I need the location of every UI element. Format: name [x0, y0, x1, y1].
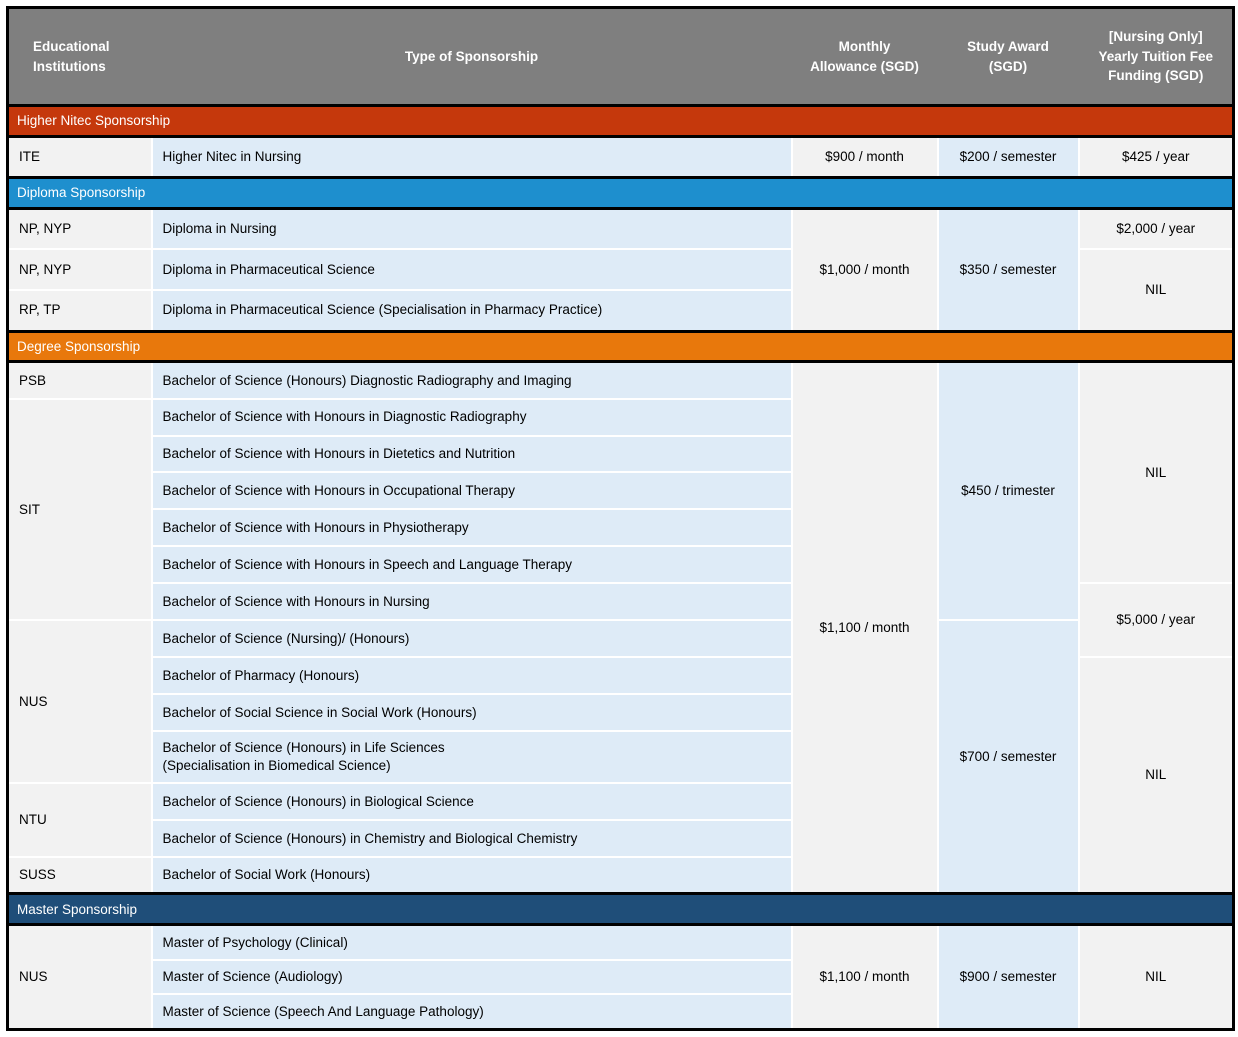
study-award-cell: $700 / semester	[936, 619, 1080, 895]
table-row: NP, NYP Diploma in Pharmaceutical Scienc…	[6, 248, 1235, 332]
tuition-funding-cell: $2,000 / year	[1077, 207, 1235, 250]
section-title-diploma: Diploma Sponsorship	[6, 175, 1235, 210]
section-title-higher-nitec: Higher Nitec Sponsorship	[6, 104, 1235, 138]
tuition-funding-cell: NIL	[1077, 656, 1235, 895]
table-row: Master of Science (Audiology)	[8, 958, 1234, 996]
study-award-cell: $450 / trimester	[936, 360, 1080, 622]
study-award-cell: $200 / semester	[936, 135, 1080, 179]
tuition-funding-cell: $5,000 / year	[1077, 582, 1235, 658]
table-row: ITE Higher Nitec in Nursing $900 / month…	[6, 135, 1235, 179]
monthly-allowance-cell: $1,100 / month	[790, 360, 939, 895]
course-cell: Bachelor of Science (Honours) Diagnostic…	[150, 360, 793, 400]
course-cell: Bachelor of Pharmacy (Honours)	[150, 656, 793, 695]
institution-cell: NUS	[6, 619, 153, 785]
table-row: Bachelor of Science with Honours in Nurs…	[8, 582, 1235, 658]
course-cell: Bachelor of Science with Honours in Occu…	[150, 471, 793, 511]
section-row-diploma: Diploma Sponsorship	[6, 175, 1235, 210]
table-row: NP, NYP Diploma in Nursing $1,000 / mont…	[6, 207, 1235, 332]
course-cell: Bachelor of Science with Honours in Phys…	[150, 508, 793, 548]
table-row: Bachelor of Pharmacy (Honours) NIL	[8, 656, 1235, 895]
course-cell: Bachelor of Social Science in Social Wor…	[150, 692, 793, 732]
course-cell: Bachelor of Science with Honours in Nurs…	[150, 582, 793, 622]
section-row-master: Master Sponsorship	[6, 892, 1235, 927]
institution-cell: NTU	[6, 782, 153, 858]
table-row: NUS Bachelor of Science (Nursing)/ (Hono…	[6, 619, 1234, 895]
study-award-cell: $900 / semester	[936, 923, 1080, 1031]
institution-cell: SIT	[6, 397, 153, 622]
monthly-allowance-cell: $1,000 / month	[790, 207, 939, 332]
course-cell: Bachelor of Science (Honours) in Life Sc…	[150, 729, 793, 785]
sponsorship-table: Educational Institutions Type of Sponsor…	[6, 6, 1235, 1031]
course-cell: Diploma in Pharmaceutical Science	[150, 248, 793, 291]
table-row: Bachelor of Science with Honours in Diet…	[8, 434, 1234, 474]
study-award-cell: $350 / semester	[936, 207, 1080, 332]
table-row: Master of Science (Speech And Language P…	[8, 993, 1234, 1031]
course-cell: Higher Nitec in Nursing	[150, 135, 793, 179]
section-title-degree: Degree Sponsorship	[6, 329, 1235, 364]
column-header-monthly-allowance: Monthly Allowance (SGD)	[790, 6, 939, 107]
tuition-funding-cell: NIL	[1077, 248, 1235, 332]
course-cell: Diploma in Pharmaceutical Science (Speci…	[150, 289, 793, 332]
table-row: NTU Bachelor of Science (Honours) in Bio…	[6, 782, 1234, 858]
course-cell: Bachelor of Science (Nursing)/ (Honours)	[150, 619, 793, 658]
course-cell: Master of Science (Speech And Language P…	[150, 993, 793, 1031]
institution-cell: ITE	[6, 135, 153, 179]
course-cell: Bachelor of Science with Honours in Diag…	[150, 397, 793, 437]
section-row-degree: Degree Sponsorship	[6, 329, 1235, 364]
institution-cell: NP, NYP	[6, 207, 153, 250]
table-row: Bachelor of Science with Honours in Phys…	[8, 508, 1234, 548]
table-header-row: Educational Institutions Type of Sponsor…	[6, 6, 1235, 107]
course-cell: Bachelor of Social Work (Honours)	[150, 856, 793, 895]
course-cell: Diploma in Nursing	[150, 207, 793, 250]
tuition-funding-cell: NIL	[1077, 360, 1235, 585]
table-row: Bachelor of Science (Honours) in Chemist…	[8, 819, 1234, 858]
monthly-allowance-cell: $1,100 / month	[790, 923, 939, 1031]
column-header-tuition-fee-funding: [Nursing Only] Yearly Tuition Fee Fundin…	[1077, 6, 1235, 107]
course-cell: Bachelor of Science (Honours) in Chemist…	[150, 819, 793, 858]
course-cell: Master of Science (Audiology)	[150, 958, 793, 996]
institution-cell: SUSS	[6, 856, 153, 895]
table-row: SUSS Bachelor of Social Work (Honours)	[6, 856, 1234, 895]
table-row: PSB Bachelor of Science (Honours) Diagno…	[6, 360, 1235, 895]
table-row: Bachelor of Science with Honours in Spee…	[8, 545, 1234, 585]
institution-cell: NP, NYP	[6, 248, 153, 291]
course-cell: Master of Psychology (Clinical)	[150, 923, 793, 961]
column-header-study-award: Study Award (SGD)	[936, 6, 1080, 107]
course-cell: Bachelor of Science with Honours in Diet…	[150, 434, 793, 474]
table-row: NUS Master of Psychology (Clinical) $1,1…	[6, 923, 1235, 1031]
table-row: SIT Bachelor of Science with Honours in …	[6, 397, 1234, 622]
monthly-allowance-cell: $900 / month	[790, 135, 939, 179]
column-header-type-of-sponsorship: Type of Sponsorship	[150, 6, 793, 107]
course-cell: Bachelor of Science (Honours) in Biologi…	[150, 782, 793, 822]
course-cell: Bachelor of Science with Honours in Spee…	[150, 545, 793, 585]
tuition-funding-cell: $425 / year	[1077, 135, 1235, 179]
column-header-educational-institutions: Educational Institutions	[6, 6, 153, 107]
institution-cell: RP, TP	[6, 289, 153, 332]
table-row: Bachelor of Social Science in Social Wor…	[8, 692, 1234, 732]
table-row: Bachelor of Science (Honours) in Life Sc…	[8, 729, 1234, 785]
institution-cell: PSB	[6, 360, 153, 400]
table-row: RP, TP Diploma in Pharmaceutical Science…	[6, 289, 1234, 332]
institution-cell: NUS	[6, 923, 153, 1031]
table-row: Bachelor of Science with Honours in Occu…	[8, 471, 1234, 511]
tuition-funding-cell: NIL	[1077, 923, 1235, 1031]
section-row-higher-nitec: Higher Nitec Sponsorship	[6, 104, 1235, 138]
section-title-master: Master Sponsorship	[6, 892, 1235, 927]
